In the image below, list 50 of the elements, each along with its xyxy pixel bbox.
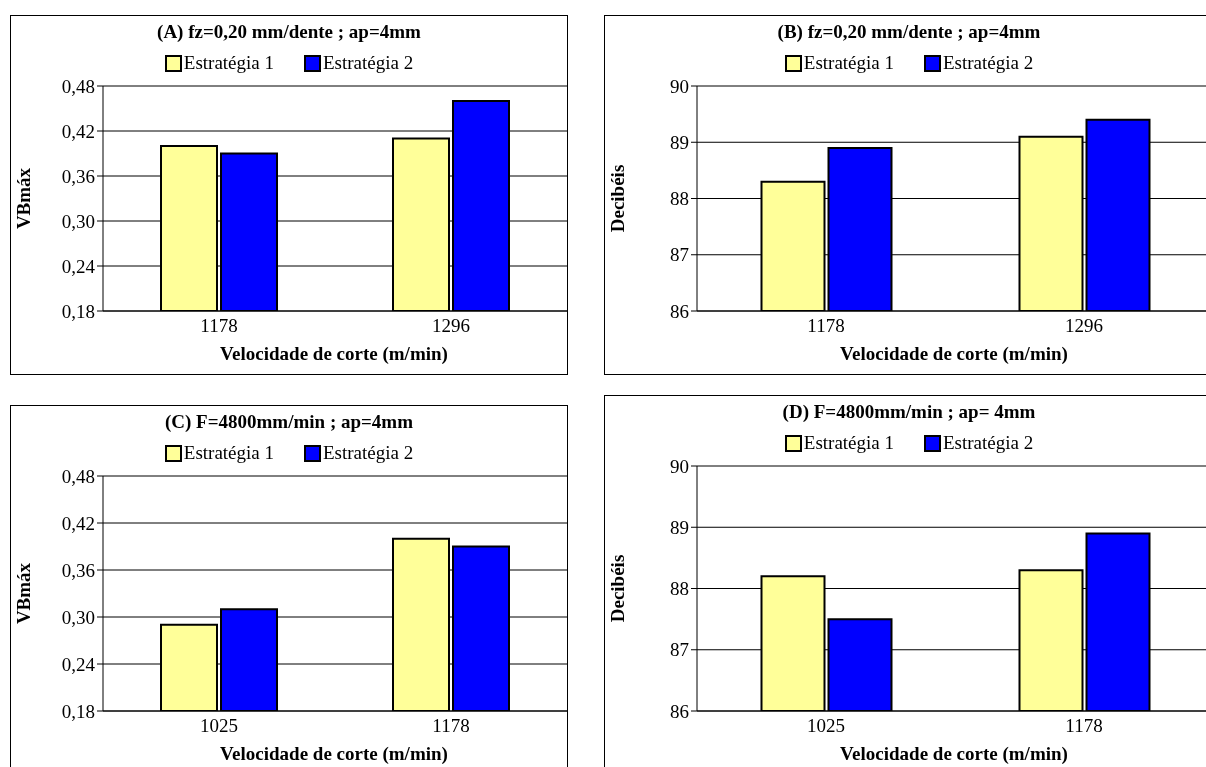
x-axis-title: Velocidade de corte (m/min) bbox=[839, 343, 1069, 365]
x-tick-label: 1178 bbox=[807, 315, 845, 337]
legend-label: Estratégia 2 bbox=[322, 52, 414, 74]
x-tick-label: 1296 bbox=[1065, 315, 1103, 337]
legend-label: Estratégia 2 bbox=[942, 52, 1034, 74]
y-tick-label: 0,30 bbox=[61, 210, 95, 232]
legend-label: Estratégia 1 bbox=[182, 442, 274, 464]
x-tick-label: 1178 bbox=[432, 715, 470, 737]
y-tick-label: 0,18 bbox=[61, 300, 95, 322]
x-axis-title: Velocidade de corte (m/min) bbox=[839, 743, 1069, 765]
y-tick-label: 0,24 bbox=[61, 653, 96, 675]
y-tick-label: 86 bbox=[670, 700, 689, 722]
y-tick-label: 0,30 bbox=[61, 606, 95, 628]
y-tick-label: 0,36 bbox=[61, 559, 95, 581]
chart-title: (D) F=4800mm/min ; ap= 4mm bbox=[781, 400, 1037, 424]
x-axis-title: Velocidade de corte (m/min) bbox=[219, 743, 449, 765]
x-tick-label: 1296 bbox=[432, 315, 470, 337]
y-tick-label: 90 bbox=[670, 75, 689, 97]
x-tick-label: 1025 bbox=[200, 715, 238, 737]
legend-label: Estratégia 2 bbox=[322, 442, 414, 464]
x-tick-label: 1178 bbox=[200, 315, 238, 337]
x-axis-title: Velocidade de corte (m/min) bbox=[219, 343, 449, 365]
y-tick-label: 89 bbox=[670, 516, 689, 538]
y-axis-title: Decibéis bbox=[606, 164, 628, 233]
y-tick-label: 90 bbox=[670, 455, 689, 477]
y-axis-title: Decibéis bbox=[606, 554, 628, 623]
legend-label: Estratégia 2 bbox=[942, 432, 1034, 454]
x-tick-label: 1025 bbox=[807, 715, 845, 737]
chart-title: (A) fz=0,20 mm/dente ; ap=4mm bbox=[156, 20, 422, 44]
legend-label: Estratégia 1 bbox=[182, 52, 274, 74]
y-tick-label: 0,36 bbox=[61, 165, 95, 187]
y-axis-title: VBmáx bbox=[12, 562, 34, 625]
legend-label: Estratégia 1 bbox=[802, 432, 894, 454]
chart-title: (C) F=4800mm/min ; ap=4mm bbox=[163, 410, 414, 434]
y-axis-title: VBmáx bbox=[12, 167, 34, 230]
y-tick-label: 88 bbox=[670, 578, 689, 600]
legend-label: Estratégia 1 bbox=[802, 52, 894, 74]
y-tick-label: 0,48 bbox=[61, 465, 95, 487]
y-tick-label: 0,24 bbox=[61, 255, 96, 277]
x-tick-label: 1178 bbox=[1065, 715, 1103, 737]
y-tick-label: 88 bbox=[670, 188, 689, 210]
y-tick-label: 87 bbox=[670, 639, 689, 661]
y-tick-label: 0,42 bbox=[61, 512, 95, 534]
y-tick-label: 89 bbox=[670, 131, 689, 153]
y-tick-label: 0,18 bbox=[61, 700, 95, 722]
y-tick-label: 87 bbox=[670, 244, 689, 266]
chart-title: (B) fz=0,20 mm/dente ; ap=4mm bbox=[776, 20, 1042, 44]
y-tick-label: 0,42 bbox=[61, 120, 95, 142]
y-tick-label: 0,48 bbox=[61, 75, 95, 97]
y-tick-label: 86 bbox=[670, 300, 689, 322]
